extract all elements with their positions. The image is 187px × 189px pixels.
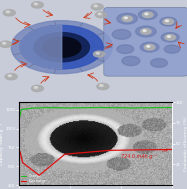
Circle shape xyxy=(165,20,168,22)
Circle shape xyxy=(165,35,175,40)
Circle shape xyxy=(160,17,177,26)
Circle shape xyxy=(8,75,11,77)
Legend: Charge, Discharge: Charge, Discharge xyxy=(20,173,48,184)
Circle shape xyxy=(136,26,156,37)
Circle shape xyxy=(147,46,150,47)
Text: 724.0 mAh g⁻¹: 724.0 mAh g⁻¹ xyxy=(121,150,167,159)
Circle shape xyxy=(34,33,89,62)
Circle shape xyxy=(2,42,6,44)
Circle shape xyxy=(122,56,140,66)
Circle shape xyxy=(11,21,112,74)
Circle shape xyxy=(98,13,101,15)
Circle shape xyxy=(94,5,97,7)
Circle shape xyxy=(6,11,10,13)
Circle shape xyxy=(5,74,17,80)
Circle shape xyxy=(163,19,174,24)
Circle shape xyxy=(20,25,103,69)
Circle shape xyxy=(161,33,179,42)
Circle shape xyxy=(138,10,157,20)
Circle shape xyxy=(140,42,159,52)
Y-axis label: Coulombic efficiency (%): Coulombic efficiency (%) xyxy=(184,116,187,171)
Circle shape xyxy=(122,16,132,21)
Circle shape xyxy=(31,85,43,92)
Circle shape xyxy=(117,45,134,53)
Y-axis label: Capacity (mAh g⁻¹): Capacity (mAh g⁻¹) xyxy=(0,123,4,165)
Circle shape xyxy=(164,45,180,53)
Circle shape xyxy=(34,3,38,5)
Circle shape xyxy=(167,36,170,37)
Circle shape xyxy=(3,10,15,16)
FancyBboxPatch shape xyxy=(104,7,187,76)
Circle shape xyxy=(143,30,146,31)
Circle shape xyxy=(100,85,103,86)
Circle shape xyxy=(31,2,43,8)
Circle shape xyxy=(144,44,155,50)
Circle shape xyxy=(91,4,103,10)
Circle shape xyxy=(34,87,38,88)
Circle shape xyxy=(142,12,153,18)
Circle shape xyxy=(95,12,107,18)
Circle shape xyxy=(42,37,81,57)
Circle shape xyxy=(117,13,137,24)
Circle shape xyxy=(145,13,148,15)
Circle shape xyxy=(94,51,105,57)
Circle shape xyxy=(141,29,151,34)
Circle shape xyxy=(151,58,167,67)
Circle shape xyxy=(0,41,12,47)
Wedge shape xyxy=(20,25,62,69)
Circle shape xyxy=(112,29,131,39)
Circle shape xyxy=(124,17,127,19)
Circle shape xyxy=(96,53,99,54)
Circle shape xyxy=(97,83,109,90)
